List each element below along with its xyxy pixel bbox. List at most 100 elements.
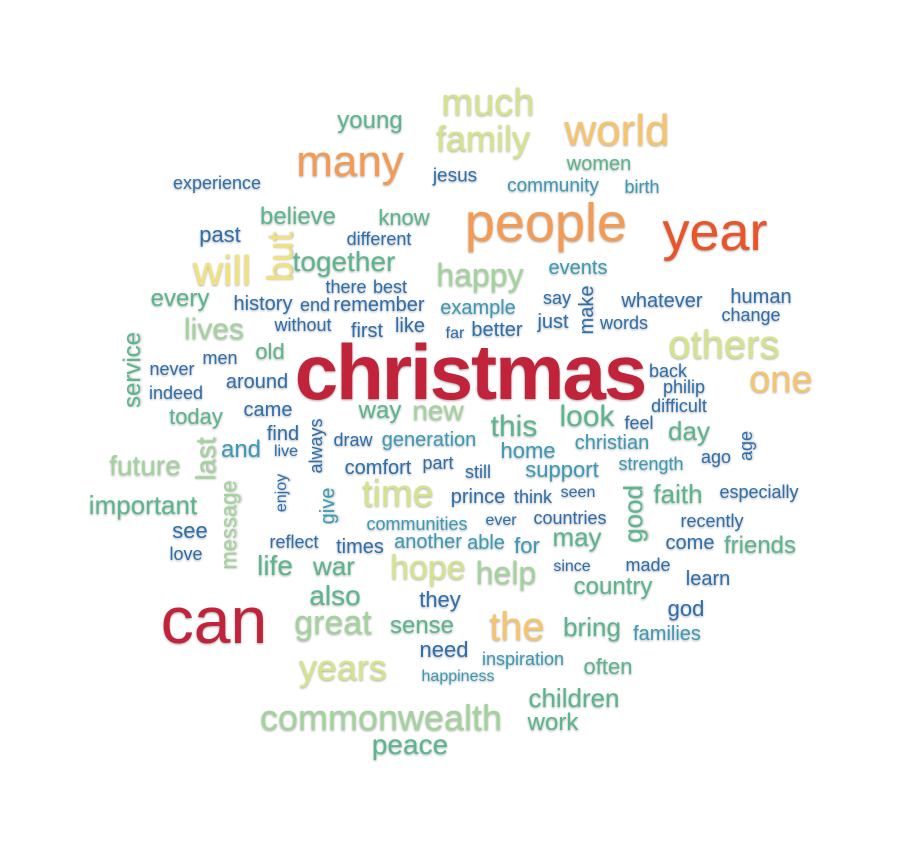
word-children: children <box>528 683 620 713</box>
word-without: without <box>274 315 332 335</box>
word-peace: peace <box>371 729 449 760</box>
word-community: community <box>507 175 599 197</box>
word-see: see <box>172 518 208 543</box>
word-recently: recently <box>680 511 744 531</box>
word-communities: communities <box>366 514 468 534</box>
word-end: end <box>299 295 331 315</box>
word-remember: remember <box>333 294 425 316</box>
word-work: work <box>527 709 579 736</box>
word-sense: sense <box>389 612 455 639</box>
word-believe: believe <box>259 203 337 230</box>
word-times: times <box>336 536 384 558</box>
word-best: best <box>372 277 408 297</box>
word-they: they <box>419 587 461 612</box>
word-change: change <box>721 305 781 325</box>
word-human: human <box>730 286 792 308</box>
word-friends: friends <box>723 532 797 559</box>
word-strength: strength <box>618 454 684 474</box>
word-know: know <box>378 205 430 230</box>
word-there: there <box>325 277 367 297</box>
word-never: never <box>149 359 195 379</box>
word-often: often <box>583 654 633 679</box>
word-able: able <box>467 532 505 554</box>
word-lives: lives <box>183 313 245 346</box>
word-today: today <box>169 404 223 429</box>
word-love: love <box>169 544 203 564</box>
word-came: came <box>243 399 293 421</box>
word-people: people <box>464 193 628 253</box>
word-always: always <box>306 418 326 474</box>
word-world: world <box>564 106 670 155</box>
word-years: years <box>298 647 388 688</box>
word-prince: prince <box>450 486 506 508</box>
word-events: events <box>548 257 608 279</box>
word-and: and <box>220 436 262 463</box>
word-great: great <box>294 604 372 642</box>
word-way: way <box>358 397 402 424</box>
word-this: this <box>490 410 538 443</box>
word-ago: ago <box>700 447 732 467</box>
word-happy: happy <box>436 257 524 293</box>
word-country: country <box>573 573 653 600</box>
word-bring: bring <box>563 612 621 642</box>
word-reflect: reflect <box>269 532 319 552</box>
word-hope: hope <box>390 549 466 587</box>
word-christmas: christmas <box>294 328 648 416</box>
word-good: good <box>618 485 648 543</box>
word-especially: especially <box>719 482 799 502</box>
word-think: think <box>513 487 553 507</box>
word-first: first <box>350 320 384 342</box>
word-far: far <box>445 325 465 342</box>
word-year: year <box>662 202 768 262</box>
word-enjoy: enjoy <box>273 473 290 513</box>
word-example: example <box>440 297 516 319</box>
word-another: another <box>394 531 462 553</box>
word-commonwealth: commonwealth <box>259 697 503 738</box>
word-age: age <box>736 430 756 462</box>
word-say: say <box>542 288 572 308</box>
word-like: like <box>394 315 426 337</box>
word-also: also <box>309 580 361 611</box>
word-support: support <box>525 457 599 482</box>
word-will: will <box>192 247 252 294</box>
word-women: women <box>566 153 632 175</box>
word-still: still <box>465 462 491 482</box>
word-home: home <box>500 438 556 463</box>
word-can: can <box>160 583 268 657</box>
word-birth: birth <box>624 177 660 197</box>
word-life: life <box>257 550 293 581</box>
word-words: words <box>599 313 649 333</box>
word-countries: countries <box>533 508 607 528</box>
word-difficult: difficult <box>651 396 707 416</box>
word-find: find <box>266 423 300 445</box>
word-much: much <box>441 82 535 124</box>
word-others: others <box>668 323 780 367</box>
word-past: past <box>199 222 241 247</box>
word-since: since <box>553 558 591 575</box>
word-faith: faith <box>653 479 703 509</box>
word-young: young <box>337 107 403 134</box>
word-families: families <box>633 623 701 645</box>
word-men: men <box>202 348 238 368</box>
word-just: just <box>537 311 569 333</box>
word-future: future <box>109 450 181 481</box>
word-come: come <box>665 532 715 554</box>
word-make: make <box>576 285 598 335</box>
word-many: many <box>296 137 404 186</box>
word-last: last <box>190 437 221 481</box>
word-the: the <box>489 605 545 649</box>
word-christian: christian <box>574 432 650 454</box>
word-comfort: comfort <box>344 457 412 479</box>
word-may: may <box>552 522 602 552</box>
word-old: old <box>255 339 285 364</box>
word-back: back <box>648 361 688 381</box>
word-help: help <box>475 555 537 591</box>
word-learn: learn <box>685 568 731 590</box>
word-war: war <box>313 551 355 581</box>
word-god: god <box>667 596 705 621</box>
word-one: one <box>749 359 813 401</box>
word-happiness: happiness <box>421 668 495 685</box>
word-history: history <box>233 293 293 315</box>
word-live: live <box>273 443 299 460</box>
